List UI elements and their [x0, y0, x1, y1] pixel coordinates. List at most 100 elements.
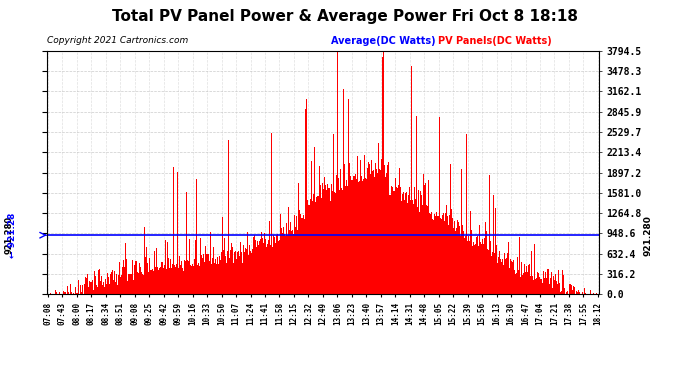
Bar — [155, 267, 156, 294]
Bar — [518, 270, 520, 294]
Bar — [117, 275, 119, 294]
Bar — [289, 230, 290, 294]
Bar — [340, 169, 341, 294]
Bar — [327, 184, 328, 294]
Bar — [287, 235, 288, 294]
Bar — [339, 190, 340, 294]
Bar — [137, 273, 139, 294]
Bar — [582, 292, 583, 294]
Bar — [447, 216, 448, 294]
Bar — [112, 280, 114, 294]
Bar — [99, 281, 101, 294]
Bar — [226, 262, 227, 294]
Bar — [266, 248, 267, 294]
Bar — [329, 188, 330, 294]
Bar — [381, 159, 382, 294]
Bar — [460, 236, 461, 294]
Bar — [159, 267, 161, 294]
Bar — [463, 231, 464, 294]
Bar — [546, 278, 547, 294]
Bar — [204, 262, 205, 294]
Bar — [128, 274, 130, 294]
Bar — [464, 238, 465, 294]
Bar — [206, 254, 207, 294]
Bar — [419, 211, 420, 294]
Bar — [489, 175, 490, 294]
Bar — [234, 252, 235, 294]
Bar — [230, 243, 232, 294]
Bar — [163, 268, 164, 294]
Bar — [394, 191, 395, 294]
Bar — [501, 262, 502, 294]
Bar — [157, 270, 159, 294]
Bar — [258, 245, 259, 294]
Bar — [70, 284, 72, 294]
Bar — [271, 133, 272, 294]
Bar — [527, 272, 529, 294]
Bar — [316, 197, 317, 294]
Bar — [365, 178, 366, 294]
Bar — [526, 266, 527, 294]
Text: PV Panels(DC Watts): PV Panels(DC Watts) — [438, 36, 552, 46]
Bar — [299, 210, 300, 294]
Bar — [542, 282, 543, 294]
Bar — [108, 284, 110, 294]
Bar — [399, 168, 400, 294]
Bar — [585, 293, 586, 294]
Bar — [199, 237, 201, 294]
Bar — [560, 292, 562, 294]
Bar — [317, 196, 318, 294]
Bar — [533, 280, 534, 294]
Bar — [360, 160, 361, 294]
Bar — [293, 234, 294, 294]
Bar — [261, 232, 262, 294]
Bar — [412, 200, 413, 294]
Bar — [354, 176, 355, 294]
Bar — [68, 292, 70, 294]
Bar — [567, 291, 569, 294]
Bar — [376, 169, 377, 294]
Bar — [573, 286, 574, 294]
Bar — [534, 244, 535, 294]
Bar — [141, 274, 143, 294]
Bar — [441, 219, 442, 294]
Bar — [55, 290, 57, 294]
Bar — [356, 179, 357, 294]
Bar — [259, 241, 260, 294]
Bar — [516, 273, 518, 294]
Bar — [238, 251, 239, 294]
Bar — [312, 201, 313, 294]
Bar — [476, 237, 477, 294]
Bar — [523, 273, 524, 294]
Bar — [165, 240, 166, 294]
Bar — [75, 287, 77, 294]
Bar — [50, 293, 52, 294]
Bar — [495, 209, 496, 294]
Bar — [338, 178, 339, 294]
Bar — [469, 241, 470, 294]
Bar — [551, 272, 552, 294]
Bar — [410, 200, 411, 294]
Bar — [435, 216, 436, 294]
Bar — [549, 284, 551, 294]
Bar — [275, 243, 276, 294]
Bar — [134, 265, 135, 294]
Bar — [529, 264, 531, 294]
Bar — [452, 218, 453, 294]
Bar — [391, 186, 392, 294]
Bar — [480, 242, 481, 294]
Bar — [125, 243, 126, 294]
Bar — [500, 259, 501, 294]
Bar — [244, 252, 245, 294]
Bar — [521, 262, 522, 294]
Bar — [196, 179, 197, 294]
Bar — [280, 213, 281, 294]
Bar — [555, 274, 556, 294]
Bar — [334, 192, 335, 294]
Bar — [309, 205, 310, 294]
Bar — [382, 57, 383, 294]
Bar — [445, 213, 446, 294]
Bar — [186, 192, 187, 294]
Bar — [361, 176, 362, 294]
Bar — [254, 235, 255, 294]
